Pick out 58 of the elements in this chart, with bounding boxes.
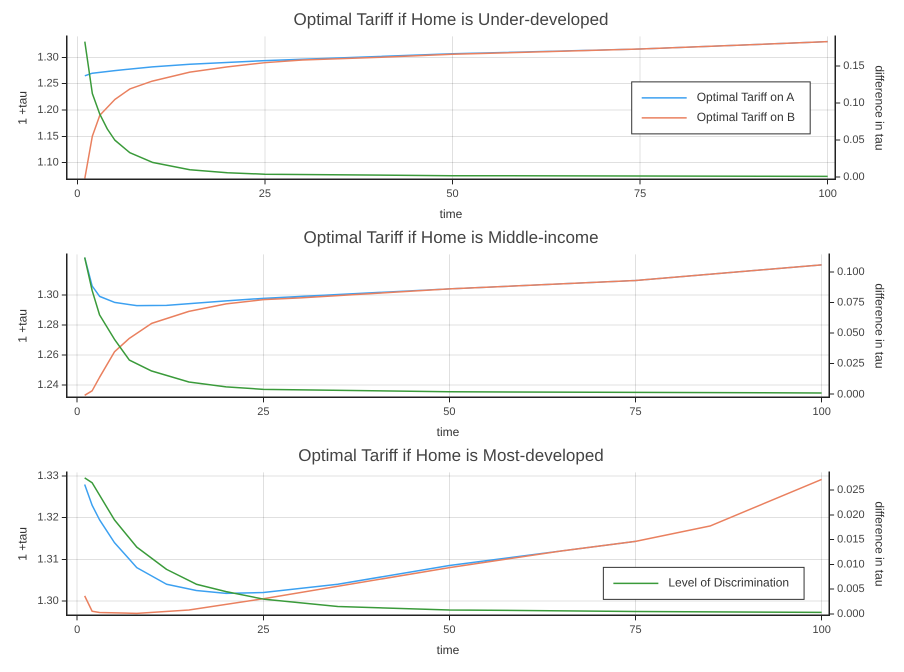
- y2-tick-label: 0.00: [843, 171, 865, 184]
- chart-title: Optimal Tariff if Home is Middle-income: [303, 228, 599, 247]
- y-tick-label: 1.25: [37, 78, 59, 90]
- y-tick-label: 1.30: [37, 288, 59, 301]
- x-axis-title: time: [440, 207, 463, 222]
- legend-label: Level of Discrimination: [668, 576, 790, 590]
- y-axis-title: 1 +tau: [16, 309, 30, 343]
- y-axis-title: 1 +tau: [16, 527, 30, 561]
- chart-title: Optimal Tariff if Home is Most-developed: [298, 446, 604, 465]
- y-tick-label: 1.10: [37, 156, 59, 169]
- x-axis-title: time: [436, 643, 460, 658]
- legend-label: Optimal Tariff on B: [696, 110, 795, 124]
- y-tick-label: 1.30: [37, 594, 59, 607]
- x-tick-label: 0: [74, 188, 80, 200]
- y-tick-label: 1.33: [37, 470, 59, 482]
- x-tick-label: 50: [443, 406, 456, 418]
- y2-tick-label: 0.075: [837, 296, 865, 309]
- y2-tick-label: 0.15: [843, 60, 865, 72]
- y2-tick-label: 0.010: [837, 558, 865, 570]
- y2-tick-label: 0.005: [837, 583, 865, 596]
- y2-tick-label: 0.000: [837, 608, 865, 620]
- y-tick-label: 1.28: [37, 318, 59, 331]
- y-tick-label: 1.15: [37, 130, 59, 142]
- x-tick-label: 100: [818, 188, 837, 200]
- x-tick-label: 25: [257, 624, 270, 636]
- y-axis-title: 1 +tau: [16, 91, 30, 125]
- y-tick-label: 1.20: [37, 104, 59, 116]
- chart-title: Optimal Tariff if Home is Under-developed: [294, 10, 608, 29]
- x-tick-label: 100: [812, 406, 831, 418]
- y-tick-label: 1.26: [37, 348, 59, 361]
- x-tick-label: 0: [74, 624, 80, 636]
- y2-tick-label: 0.05: [843, 134, 865, 146]
- x-tick-label: 75: [629, 406, 642, 418]
- y-tick-label: 1.30: [37, 51, 59, 64]
- x-tick-label: 0: [74, 406, 80, 418]
- x-tick-label: 25: [257, 406, 270, 418]
- x-axis-title: time: [436, 425, 460, 440]
- y2-tick-label: 0.100: [837, 266, 865, 278]
- y2-axis-title: difference in tau: [872, 65, 886, 150]
- y2-tick-label: 0.000: [837, 388, 865, 400]
- y2-axis-title: difference in tau: [872, 283, 886, 368]
- y2-tick-label: 0.050: [837, 327, 865, 340]
- y2-tick-label: 0.025: [837, 358, 865, 370]
- x-tick-label: 50: [446, 188, 459, 200]
- y2-tick-label: 0.015: [837, 534, 865, 546]
- y-tick-label: 1.24: [37, 378, 59, 391]
- x-tick-label: 100: [812, 624, 831, 636]
- y2-axis-title: difference in tau: [872, 501, 886, 586]
- y-tick-label: 1.32: [37, 512, 59, 524]
- y2-tick-label: 0.025: [837, 484, 865, 496]
- x-tick-label: 75: [629, 624, 642, 636]
- y2-tick-label: 0.020: [837, 508, 865, 521]
- legend-label: Optimal Tariff on A: [696, 90, 794, 104]
- y2-tick-label: 0.10: [843, 97, 865, 110]
- x-tick-label: 25: [258, 188, 272, 200]
- x-tick-label: 50: [443, 624, 456, 636]
- x-tick-label: 75: [634, 188, 646, 200]
- y-tick-label: 1.31: [37, 553, 59, 566]
